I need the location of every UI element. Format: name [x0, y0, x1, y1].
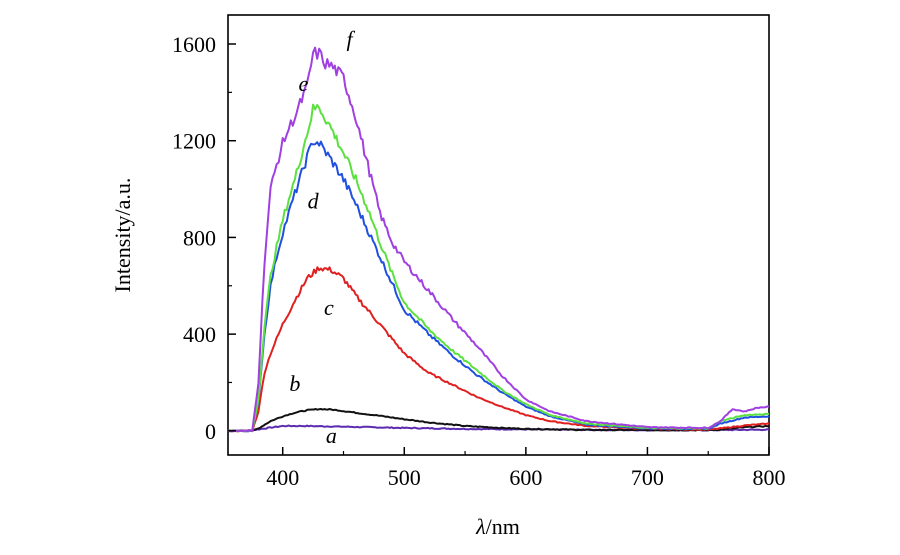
y-axis-title: Intensity/a.u.: [110, 178, 135, 293]
y-tick-label-0: 0: [205, 419, 216, 444]
plot-frame: [227, 14, 770, 456]
curve-label-f: f: [347, 26, 356, 51]
series-line-b: [227, 408, 770, 433]
y-tick-label-1200: 1200: [172, 129, 216, 154]
y-tick-label-1600: 1600: [172, 32, 216, 57]
x-axis-title: λ/nm: [475, 514, 520, 539]
x-axis-ticks: 400 500 600 700 800: [266, 447, 786, 490]
x-tick-label-800: 800: [753, 465, 786, 490]
series-line-f: [227, 46, 770, 433]
y-tick-label-800: 800: [183, 225, 216, 250]
x-tick-label-600: 600: [509, 465, 542, 490]
plot-area: 400 500 600 700 800 0 400 800 1200 1600 a b c d e f: [172, 14, 786, 490]
curve-label-c: c: [324, 295, 334, 320]
x-tick-label-700: 700: [631, 465, 664, 490]
curve-label-d: d: [308, 188, 320, 213]
curve-label-e: e: [298, 71, 308, 96]
x-tick-label-500: 500: [388, 465, 421, 490]
curve-labels: a b c d e f: [289, 26, 355, 447]
series-line-e: [227, 103, 769, 433]
y-tick-label-400: 400: [183, 322, 216, 347]
curve-label-a: a: [326, 423, 337, 448]
series-line-c: [227, 266, 770, 433]
curve-label-b: b: [289, 371, 300, 396]
series-layer: [227, 46, 770, 433]
x-tick-label-400: 400: [266, 465, 299, 490]
y-axis-ticks: 0 400 800 1200 1600: [172, 32, 236, 444]
